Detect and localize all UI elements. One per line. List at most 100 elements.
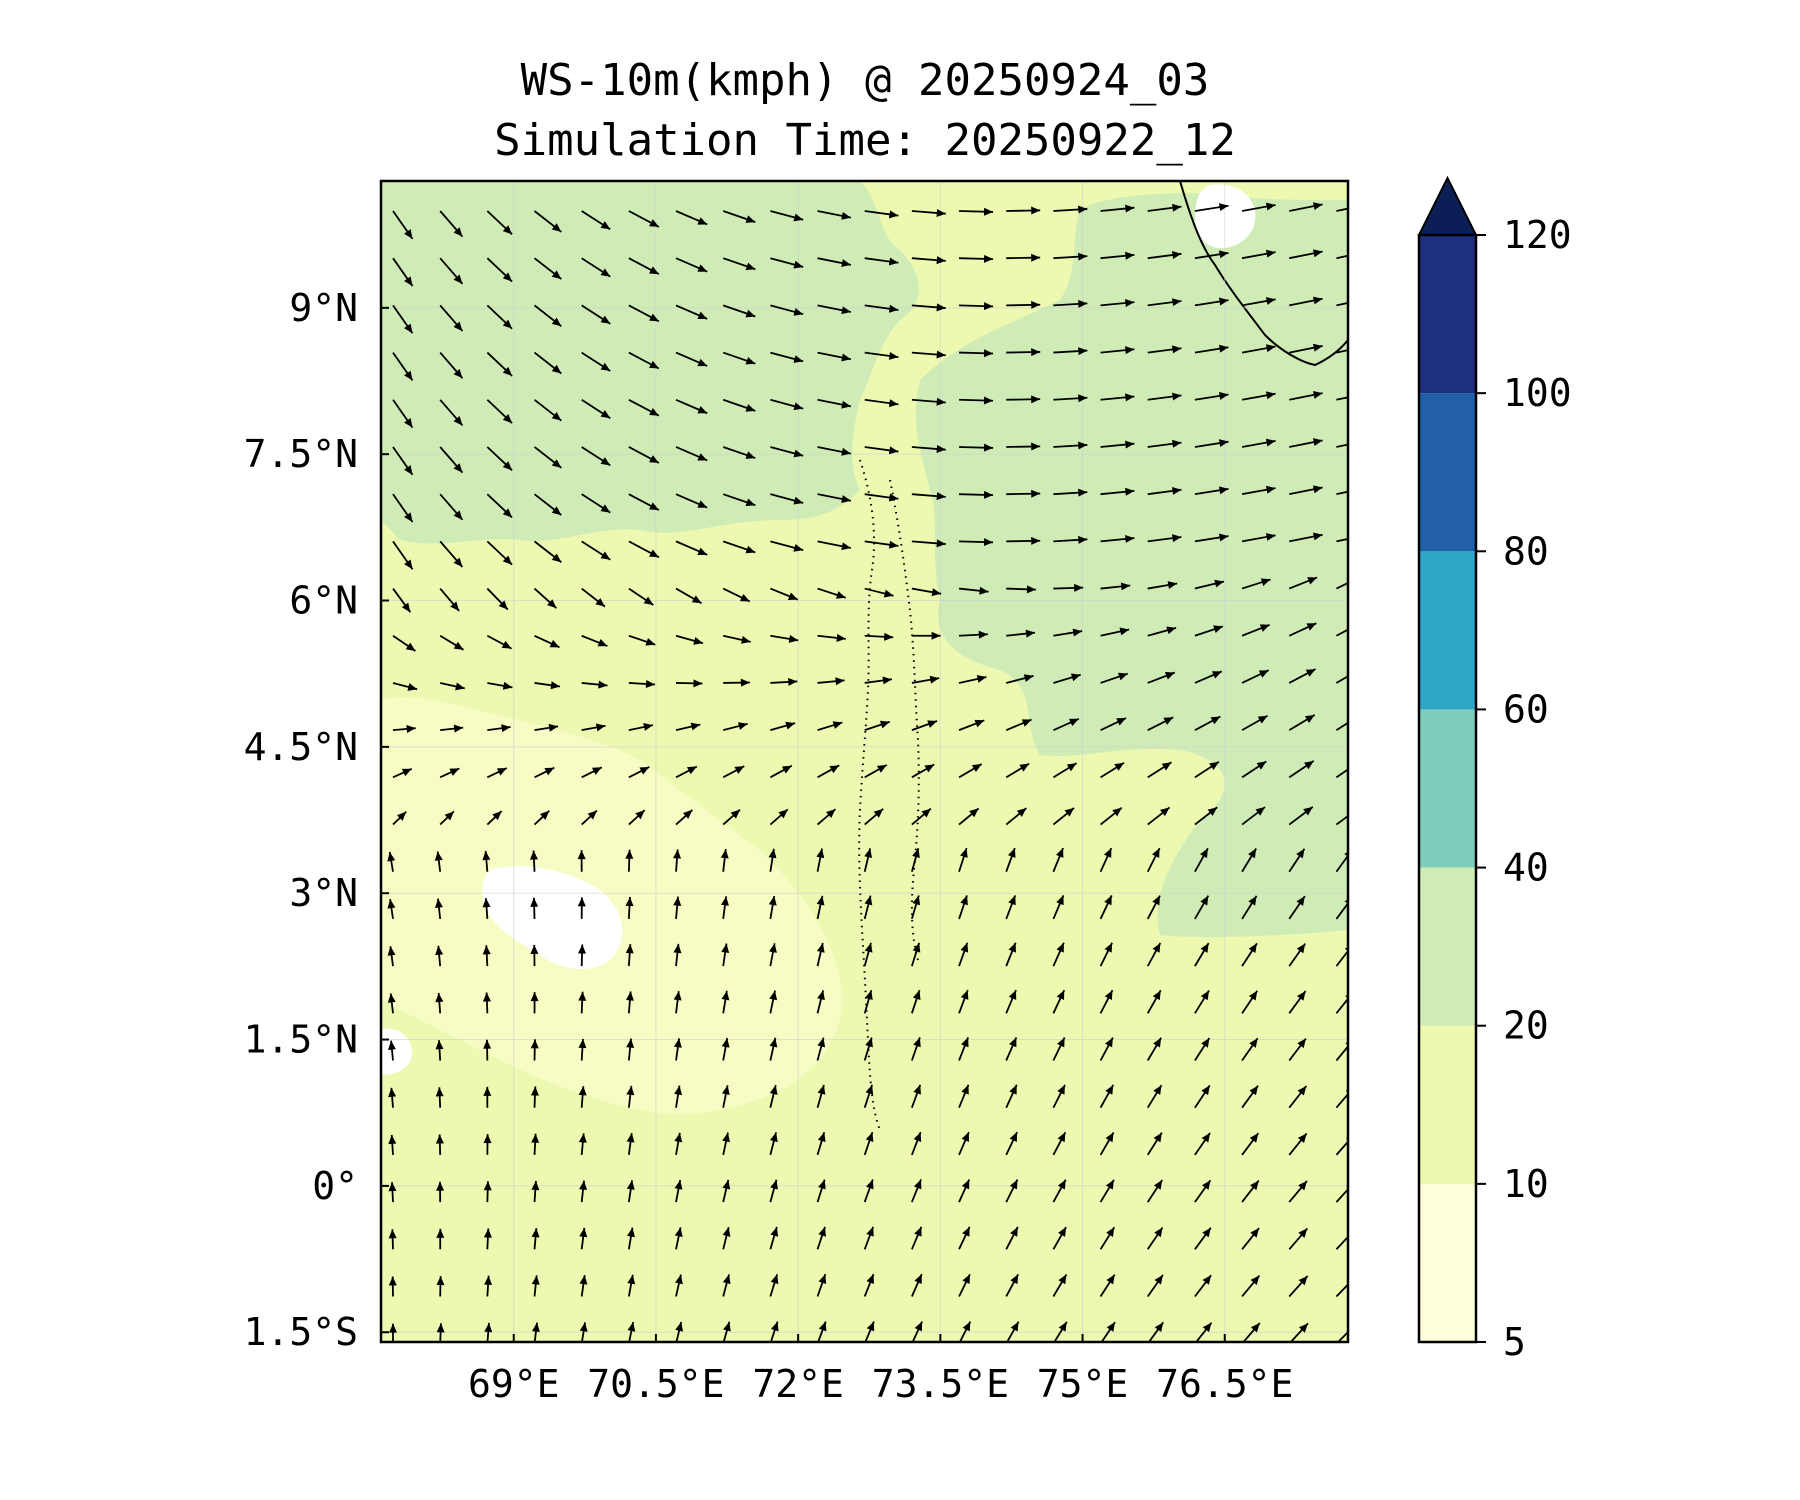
wind-vector-arrow <box>1006 489 1041 498</box>
wind-vector-arrow <box>1241 1274 1261 1298</box>
wind-vector-arrow <box>722 1274 731 1297</box>
wind-vector-arrow <box>817 398 852 409</box>
wind-vector-arrow <box>723 634 751 644</box>
wind-vector-arrow <box>581 446 611 467</box>
wind-vector-arrow <box>721 1037 730 1061</box>
x-tick-label: 72°E <box>752 1362 844 1406</box>
wind-vector-arrow <box>1099 1226 1116 1250</box>
wind-vector-arrow <box>1288 1132 1308 1156</box>
wind-vector-arrow <box>1100 582 1131 591</box>
colorbar-tick-label: 60 <box>1503 687 1549 731</box>
wind-vector-arrow <box>579 1227 588 1250</box>
wind-vector-arrow <box>1147 345 1182 354</box>
wind-vector-arrow <box>439 351 464 379</box>
wind-vector-arrow <box>1100 440 1135 449</box>
wind-vector-arrow <box>1052 762 1078 779</box>
wind-vector-arrow <box>1147 534 1182 543</box>
wind-vector-arrow <box>1147 439 1182 448</box>
wind-vector-arrow <box>863 990 873 1014</box>
wind-vector-arrow <box>1289 390 1323 401</box>
colorbar-tick-label: 5 <box>1503 1320 1526 1364</box>
wind-vector-arrow <box>817 446 852 456</box>
y-tick-label: 4.5°N <box>244 725 358 769</box>
wind-vector-arrow <box>958 1321 972 1342</box>
wind-vector-arrow <box>1336 537 1348 543</box>
wind-vector-arrow <box>1147 392 1182 401</box>
wind-vector-arrow <box>1146 1226 1164 1250</box>
wind-vector-arrow <box>1053 299 1088 308</box>
wind-vector-arrow <box>722 257 756 271</box>
wind-vector-arrow <box>1289 1322 1309 1342</box>
colorbar-tick-label: 80 <box>1503 529 1549 573</box>
wind-vector-arrow <box>958 586 989 595</box>
wind-vector-arrow <box>770 210 804 222</box>
wind-vector-arrow <box>675 1274 683 1297</box>
wind-vector-arrow <box>531 1180 540 1203</box>
wind-vector-arrow <box>1194 486 1229 496</box>
wind-vector-arrow <box>387 899 396 920</box>
wind-vector-arrow <box>864 720 891 731</box>
wind-vector-arrow <box>959 254 994 263</box>
y-tick-labels: 9°N 7.5°N 6°N 4.5°N 3°N 1.5°N 0° 1.5°S <box>244 286 389 1354</box>
x-tick-label: 75°E <box>1037 1362 1129 1406</box>
wind-vector-arrow <box>1147 203 1182 212</box>
wind-vector-arrow <box>864 587 894 598</box>
wind-vector-arrow <box>1006 536 1041 545</box>
wind-vector-arrow <box>958 1179 971 1203</box>
wind-vector-arrow <box>864 446 899 455</box>
wind-vector-arrow <box>674 1227 683 1250</box>
wind-vector-arrow <box>392 767 413 779</box>
wind-vector-arrow <box>439 634 464 651</box>
wind-vector-arrow <box>958 675 987 684</box>
wind-vector-arrow <box>1100 298 1135 307</box>
wind-vector-arrow <box>911 942 921 967</box>
wind-vector-arrow <box>1241 202 1276 212</box>
wind-vector-arrow <box>958 1037 969 1061</box>
wind-vector-arrow <box>1006 348 1041 357</box>
wind-vector-arrow <box>1194 625 1224 637</box>
y-tick-label: 1.5°S <box>244 1310 358 1354</box>
wind-vector-arrow <box>628 766 650 779</box>
wind-vector-arrow <box>1100 627 1130 637</box>
wind-vector-arrow <box>816 1226 826 1250</box>
wind-vector-arrow <box>1052 1179 1067 1203</box>
wind-vector-arrow <box>863 1037 873 1061</box>
wind-vector-arrow <box>628 587 654 606</box>
y-tick-label: 1.5°N <box>244 1018 358 1062</box>
wind-vector-arrow <box>626 1085 635 1108</box>
wind-vector-arrow <box>531 1228 540 1250</box>
wind-vector-arrow <box>529 850 538 872</box>
wind-vector-arrow <box>1052 942 1065 967</box>
wind-vector-arrow <box>435 1040 444 1061</box>
wind-vector-arrow <box>817 540 852 551</box>
wind-vector-arrow <box>722 540 756 554</box>
wind-vector-arrow <box>1099 847 1113 873</box>
wind-vector-arrow <box>486 446 513 471</box>
wind-vector-arrow <box>1005 942 1017 967</box>
wind-vector-arrow <box>1289 532 1323 543</box>
y-tick-label: 3°N <box>289 871 358 915</box>
wind-vector-arrow <box>392 304 414 334</box>
wind-vector-arrow <box>817 493 852 503</box>
wind-vector-arrow <box>533 304 562 328</box>
wind-vector-arrow <box>1100 806 1123 826</box>
wind-vector-arrow <box>1241 1180 1260 1203</box>
wind-vector-arrow <box>486 540 513 566</box>
wind-vector-arrow <box>1241 760 1267 779</box>
wind-vector-arrow <box>439 399 464 427</box>
x-tick-label: 69°E <box>468 1362 560 1406</box>
wind-vector-arrow <box>392 257 414 287</box>
wind-vector-arrow <box>1100 346 1135 355</box>
wind-vector-arrow <box>392 446 414 476</box>
wind-vector-arrow <box>435 945 444 967</box>
wind-vector-arrow <box>1336 581 1348 590</box>
wind-vector-arrow <box>675 398 708 415</box>
wind-vector-arrow <box>1053 628 1083 637</box>
wind-vector-arrow <box>722 765 745 779</box>
wind-vector-arrow <box>769 764 793 779</box>
wind-vector-arrow <box>483 1181 492 1203</box>
wind-vector-arrow <box>392 352 414 381</box>
wind-vector-arrow <box>1100 534 1135 543</box>
wind-vector-arrow <box>958 989 969 1014</box>
wind-vector-arrow <box>534 681 561 690</box>
